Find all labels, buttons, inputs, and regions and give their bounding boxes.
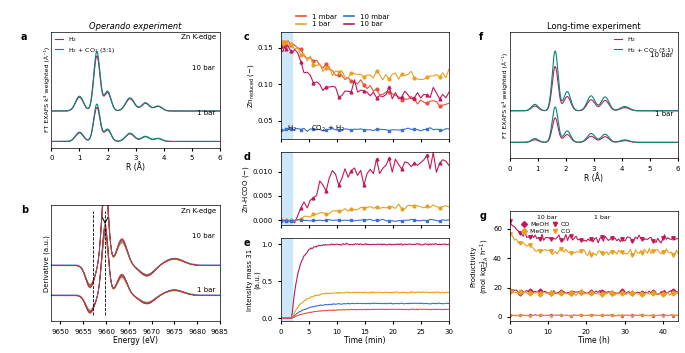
X-axis label: R (Å): R (Å)	[584, 173, 603, 183]
Text: 1 bar: 1 bar	[655, 112, 673, 118]
Y-axis label: Intensity mass 31
(a.u.): Intensity mass 31 (a.u.)	[247, 249, 260, 311]
Title: Long-time experiment: Long-time experiment	[547, 22, 640, 31]
Bar	[281, 152, 292, 225]
Text: b: b	[21, 205, 28, 215]
Text: g: g	[479, 211, 486, 221]
Text: c: c	[243, 32, 249, 42]
X-axis label: Time (h): Time (h)	[578, 336, 610, 345]
Text: Zn K-edge: Zn K-edge	[182, 34, 216, 40]
Text: 10 bar: 10 bar	[536, 215, 557, 220]
X-axis label: Time (min): Time (min)	[344, 336, 386, 345]
Text: 10 bar: 10 bar	[192, 233, 215, 239]
Text: CO$_2$ + H$_2$: CO$_2$ + H$_2$	[311, 124, 345, 133]
Text: 10 bar: 10 bar	[650, 52, 673, 58]
Text: Zn K-edge: Zn K-edge	[182, 208, 216, 214]
Text: f: f	[479, 32, 484, 42]
Text: 1 bar: 1 bar	[594, 215, 610, 220]
Y-axis label: Productivity
(mol kg$^{-1}_{\rm CZA}$ h$^{-1}$): Productivity (mol kg$^{-1}_{\rm CZA}$ h$…	[471, 239, 492, 294]
Text: d: d	[243, 152, 251, 162]
Legend: 1 mbar, 1 bar, 10 mbar, 10 bar: 1 mbar, 1 bar, 10 mbar, 10 bar	[296, 14, 389, 27]
Legend: H$_2$, H$_2$ + CO$_2$ (3:1): H$_2$, H$_2$ + CO$_2$ (3:1)	[614, 35, 675, 55]
Y-axis label: Zn$_{\rm reduced}$ ($-$): Zn$_{\rm reduced}$ ($-$)	[246, 63, 256, 108]
Text: a: a	[21, 32, 27, 42]
Text: 1 bar: 1 bar	[197, 287, 215, 293]
Y-axis label: Zn-HCOO ($-$): Zn-HCOO ($-$)	[241, 165, 251, 213]
Y-axis label: Derivative (a.u.): Derivative (a.u.)	[43, 235, 50, 292]
Legend: MeOH, MeOH , CO, CO : MeOH, MeOH , CO, CO	[521, 220, 574, 236]
Text: e: e	[243, 238, 250, 249]
Legend: H$_2$, H$_2$ + CO$_2$ (3:1): H$_2$, H$_2$ + CO$_2$ (3:1)	[55, 35, 116, 55]
Bar	[281, 32, 292, 139]
Y-axis label: FT EXAFS k³ weighted (Å⁻¹): FT EXAFS k³ weighted (Å⁻¹)	[44, 47, 50, 132]
Bar	[281, 238, 292, 321]
Text: H$_2$: H$_2$	[287, 124, 297, 133]
X-axis label: R (Å): R (Å)	[126, 163, 145, 173]
Text: 10 bar: 10 bar	[192, 65, 215, 71]
X-axis label: Energy (eV): Energy (eV)	[113, 336, 158, 345]
Text: 1 bar: 1 bar	[197, 110, 215, 116]
Y-axis label: FT EXAFS k³ weighted (Å⁻¹): FT EXAFS k³ weighted (Å⁻¹)	[502, 52, 508, 138]
Title: Operando experiment: Operando experiment	[90, 22, 182, 31]
